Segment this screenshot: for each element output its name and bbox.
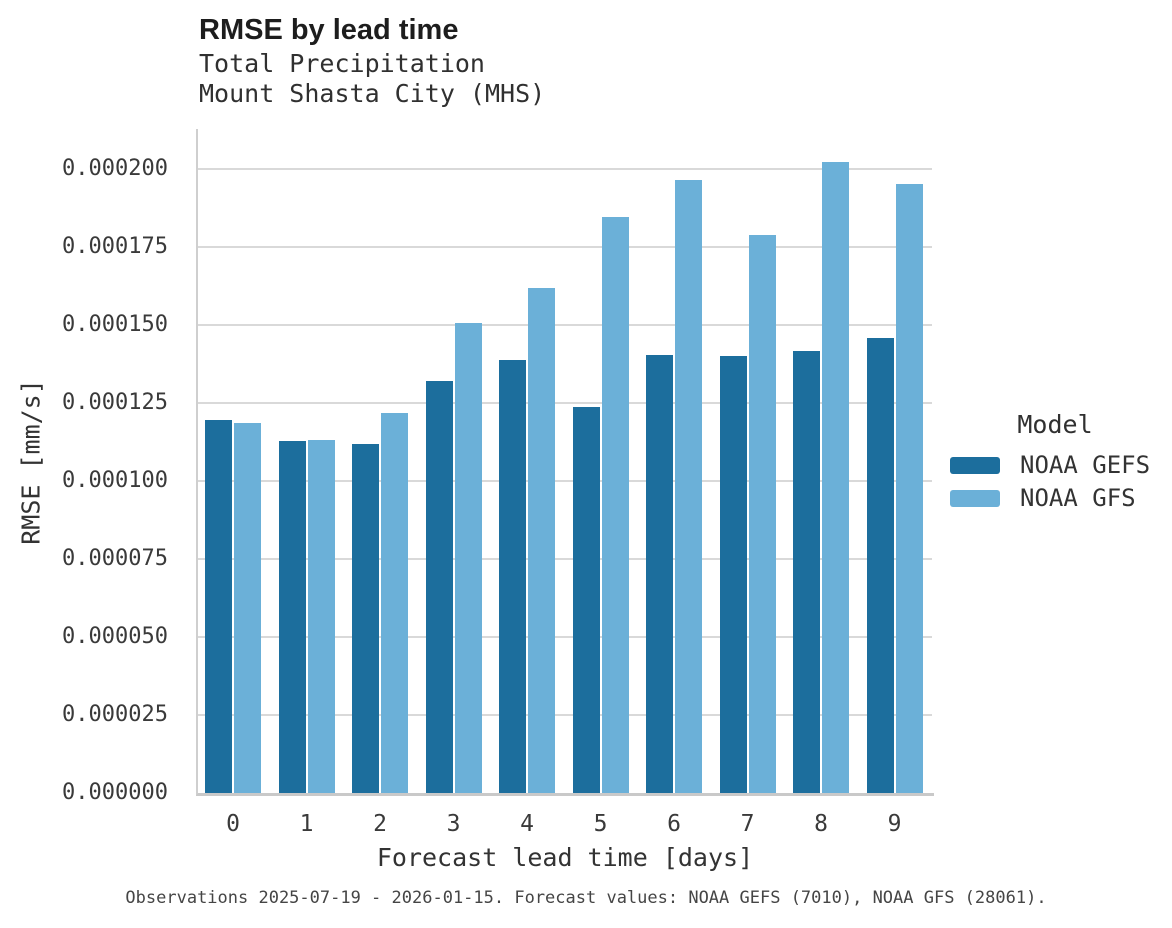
legend-label-noaa-gfs: NOAA GFS [1020,484,1136,512]
bar-noaa-gefs-lead-5 [572,406,600,793]
bar-noaa-gfs-lead-1 [307,440,335,793]
x-tick-label-5: 5 [593,811,608,837]
chart-caption: Observations 2025-07-19 - 2026-01-15. Fo… [125,888,1047,908]
y-tick-label-0.000175: 0.000175 [62,234,168,259]
x-tick-label-8: 8 [814,811,828,837]
x-tick-label-9: 9 [887,811,902,837]
plot-area [196,129,934,796]
bar-noaa-gfs-lead-7 [748,234,776,793]
bar-noaa-gfs-lead-5 [601,217,629,793]
bar-noaa-gfs-lead-8 [822,161,849,793]
bar-noaa-gfs-lead-0 [234,422,261,793]
y-tick-label-0.000050: 0.000050 [62,624,168,649]
y-tick-label-0.000100: 0.000100 [62,468,168,493]
bar-noaa-gefs-lead-8 [793,350,820,793]
gridline-0.000150 [198,324,932,326]
chart-title: RMSE by lead time [199,14,459,46]
bar-noaa-gfs-lead-6 [675,179,702,793]
gridline-0.000100 [198,480,932,482]
legend-swatch-noaa-gfs [950,489,1000,507]
bar-noaa-gfs-lead-4 [528,287,555,793]
gridline-0.000025 [198,714,932,716]
gridline-0.000050 [198,636,932,638]
bar-noaa-gefs-lead-7 [719,355,747,793]
y-tick-label-0.000075: 0.000075 [62,546,168,571]
legend-entry-noaa-gfs: NOAA GFS [950,484,1136,512]
bar-noaa-gefs-lead-9 [866,338,894,793]
bar-noaa-gfs-lead-2 [381,412,408,793]
bar-noaa-gfs-lead-9 [895,183,923,793]
gridline-0.000200 [198,168,932,170]
y-tick-label-0.000200: 0.000200 [62,156,168,181]
x-tick-label-3: 3 [446,811,461,837]
y-tick-label-0.000150: 0.000150 [62,312,168,337]
bar-noaa-gefs-lead-4 [499,359,526,793]
legend-entry-noaa-gefs: NOAA GEFS [950,451,1151,479]
legend-title: Model [1017,410,1093,439]
x-tick-label-6: 6 [667,811,681,837]
x-tick-label-4: 4 [520,811,534,837]
chart-subtitle-line1: Total Precipitation [199,49,485,78]
x-axis-title: Forecast lead time [days] [376,843,754,872]
x-tick-label-1: 1 [299,811,314,837]
legend-swatch-noaa-gefs [950,456,1000,474]
gridline-0.000175 [198,246,932,248]
y-tick-label-0.000125: 0.000125 [62,390,168,415]
gridline-0.000075 [198,558,932,560]
bar-noaa-gefs-lead-1 [278,441,306,793]
y-tick-label-0.000000: 0.000000 [62,780,168,805]
bar-noaa-gfs-lead-3 [454,323,482,793]
bar-noaa-gefs-lead-2 [352,444,379,793]
legend-label-noaa-gefs: NOAA GEFS [1020,451,1151,479]
y-tick-label-0.000025: 0.000025 [62,702,168,727]
bar-noaa-gefs-lead-6 [646,354,673,793]
x-tick-label-0: 0 [226,811,240,837]
gridline-0.000125 [198,402,932,404]
x-tick-label-7: 7 [740,811,755,837]
x-tick-label-2: 2 [373,811,387,837]
chart-subtitle-line2: Mount Shasta City (MHS) [199,79,546,108]
bar-noaa-gefs-lead-0 [205,420,232,793]
chart-subtitle: Total Precipitation Mount Shasta City (MH… [199,49,545,109]
bar-noaa-gefs-lead-3 [425,381,453,793]
